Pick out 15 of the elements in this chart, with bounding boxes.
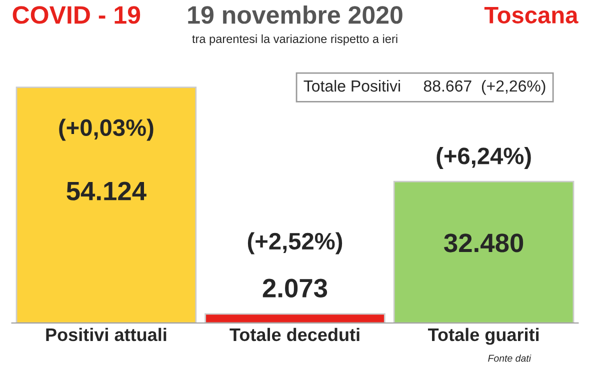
annotation: (+2,52%): [248, 232, 342, 254]
text: COVID - 19: [12, 6, 140, 24]
annotation: (+0,03%): [59, 118, 154, 141]
x-tick-label: Positivi attuali: [46, 328, 166, 342]
data-label: 2.073: [262, 278, 328, 298]
chart-subtitle: tra parentesi la variazione rispetto a ieri: [192, 34, 398, 46]
annotation: (+6,24%): [436, 146, 531, 169]
x-tick-label: Totale guariti: [428, 328, 539, 345]
chart-title: 19 novembre 2020: [188, 5, 402, 24]
text: Toscana: [484, 6, 578, 24]
data-label: 54.124: [66, 182, 146, 200]
x-tick-label: Totale deceduti: [230, 328, 360, 342]
source-note: Fonte dati: [488, 354, 532, 362]
data-label: 32.480: [444, 234, 524, 252]
annotation: Totale Positivi 88.667 (+2,26%): [304, 80, 546, 95]
